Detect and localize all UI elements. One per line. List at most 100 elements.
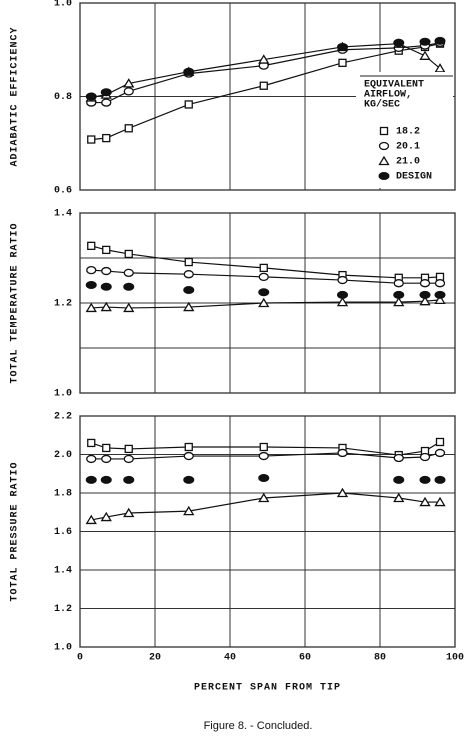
- marker-square: [259, 263, 268, 273]
- legend-label: 21.0: [396, 157, 420, 168]
- marker-circle: [393, 453, 404, 463]
- marker-triangle: [419, 50, 431, 60]
- marker-square: [87, 438, 96, 448]
- legend-title: EQUIVALENT: [364, 80, 424, 91]
- y-tick-label: 1.0: [54, 0, 72, 10]
- marker-design: [183, 475, 195, 484]
- marker-design: [419, 37, 431, 46]
- marker-triangle: [258, 54, 270, 64]
- marker-design: [258, 473, 270, 482]
- marker-design: [183, 67, 195, 76]
- marker-design: [183, 285, 195, 294]
- marker-triangle: [100, 301, 112, 312]
- y-axis-label: ADIABATIC EFFICIENCY: [10, 26, 21, 166]
- marker-triangle: [419, 295, 431, 306]
- marker-square: [124, 124, 133, 133]
- marker-square: [87, 241, 96, 251]
- x-tick-label: 20: [149, 653, 161, 664]
- marker-design: [434, 36, 446, 45]
- x-tick-label: 0: [77, 653, 83, 664]
- marker-circle: [101, 266, 112, 276]
- marker-design: [100, 475, 112, 484]
- legend-title: AIRFLOW,: [364, 90, 412, 101]
- marker-triangle: [85, 514, 97, 525]
- legend-title: KG/SEC: [364, 99, 400, 111]
- marker-circle: [123, 454, 134, 464]
- marker-square: [124, 249, 133, 259]
- marker-triangle: [258, 492, 270, 503]
- marker-circle: [86, 454, 97, 464]
- marker-square: [184, 442, 193, 452]
- marker-triangle: [123, 78, 135, 88]
- y-tick-label: 1.0: [54, 643, 72, 654]
- marker-design: [393, 290, 405, 299]
- marker-square: [338, 58, 347, 67]
- marker-design: [434, 290, 446, 299]
- marker-circle: [183, 270, 194, 279]
- marker-design: [419, 475, 431, 484]
- marker-triangle: [393, 296, 405, 307]
- marker-square: [102, 133, 111, 143]
- y-tick-label: 1.2: [54, 299, 72, 310]
- x-axis-label: PERCENT SPAN FROM TIP: [194, 683, 341, 694]
- marker-triangle: [419, 496, 431, 507]
- legend-marker: [378, 155, 390, 166]
- marker-circle: [86, 265, 97, 275]
- marker-circle: [183, 451, 194, 461]
- legend-marker: [378, 141, 390, 151]
- marker-design: [100, 88, 112, 97]
- y-tick-label: 0.6: [54, 186, 72, 197]
- y-tick-label: 1.0: [54, 389, 72, 400]
- marker-circle: [337, 275, 348, 285]
- y-tick-label: 1.2: [54, 604, 72, 615]
- y-tick-label: 1.4: [54, 566, 72, 577]
- marker-design: [85, 92, 97, 101]
- marker-triangle: [336, 487, 349, 498]
- marker-square: [259, 442, 268, 452]
- marker-design: [85, 281, 97, 289]
- y-tick-label: 2.2: [54, 412, 72, 423]
- marker-design: [337, 290, 348, 299]
- marker-square: [259, 81, 268, 90]
- marker-square: [102, 245, 111, 255]
- marker-circle: [258, 272, 269, 282]
- marker-triangle: [183, 505, 195, 516]
- marker-design: [434, 475, 446, 484]
- legend-marker: [379, 126, 389, 136]
- marker-square: [184, 100, 193, 109]
- marker-design: [123, 282, 135, 291]
- y-tick-label: 1.6: [54, 527, 72, 538]
- marker-design: [337, 42, 348, 51]
- legend-box: [356, 72, 453, 188]
- marker-circle: [419, 452, 431, 462]
- legend-label: DESIGN: [396, 172, 432, 183]
- y-axis-label: TOTAL PRESSURE RATIO: [10, 461, 21, 601]
- marker-square: [184, 257, 193, 267]
- y-tick-label: 1.4: [54, 209, 72, 220]
- marker-circle: [434, 279, 446, 288]
- legend-marker: [378, 172, 390, 180]
- x-tick-label: 100: [446, 653, 464, 664]
- marker-triangle: [183, 301, 195, 312]
- caption: Figure 8. - Concluded.: [204, 720, 313, 732]
- marker-circle: [123, 87, 134, 96]
- marker-triangle: [336, 296, 349, 307]
- marker-triangle: [123, 507, 135, 518]
- marker-design: [123, 475, 135, 484]
- marker-triangle: [434, 496, 446, 507]
- marker-triangle: [434, 294, 446, 305]
- marker-circle: [101, 98, 112, 107]
- legend-label: 18.2: [396, 127, 420, 138]
- marker-square: [102, 443, 111, 453]
- panel: 0 20 40 60 80 100 1.0 1.2 1.4 1.6 1.8 2.0 2.2 TOTAL P…: [10, 412, 464, 694]
- marker-design: [258, 288, 270, 297]
- marker-circle: [419, 279, 431, 288]
- marker-circle: [434, 448, 446, 458]
- marker-triangle: [393, 492, 405, 503]
- marker-triangle: [258, 297, 270, 308]
- marker-circle: [337, 448, 348, 458]
- y-tick-label: 0.8: [54, 92, 72, 103]
- marker-triangle: [123, 302, 135, 313]
- marker-design: [419, 290, 431, 299]
